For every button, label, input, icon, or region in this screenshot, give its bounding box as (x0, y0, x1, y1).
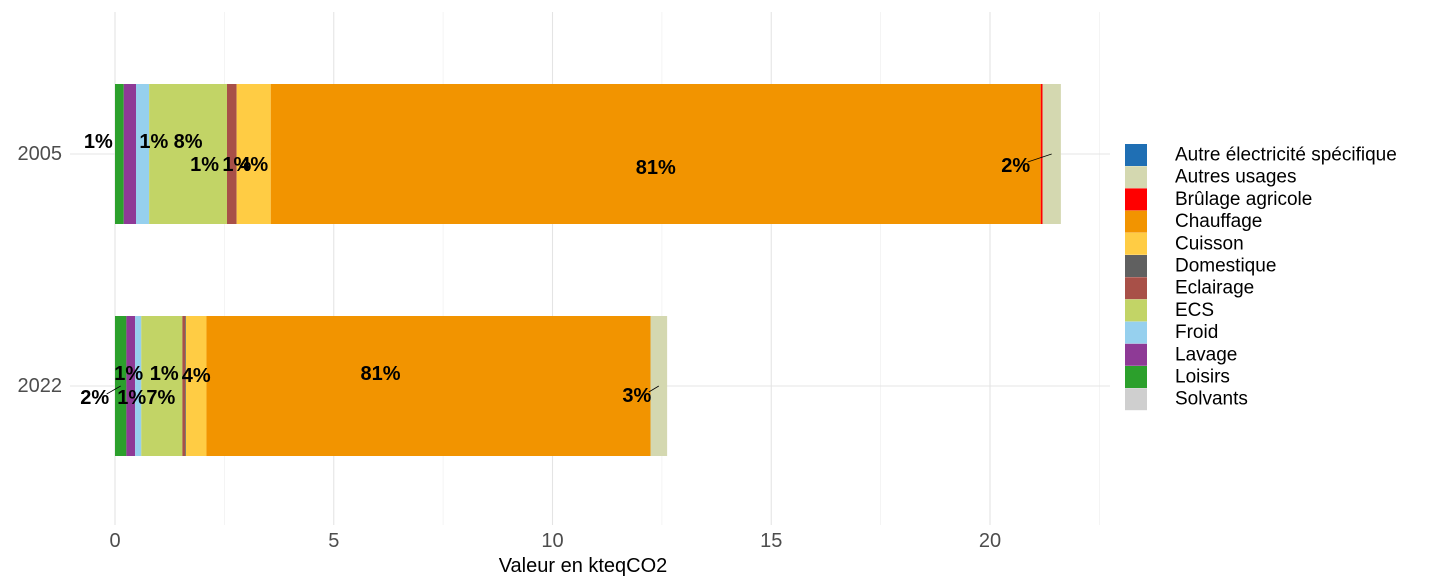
legend-swatch (1125, 188, 1147, 210)
bar-segment (124, 84, 136, 224)
bar-segment (141, 316, 182, 456)
data-label: 4% (182, 365, 211, 387)
legend-label: Chauffage (1175, 211, 1262, 232)
legend-swatch (1125, 255, 1147, 277)
data-label: 1% (114, 363, 143, 385)
data-label: 1% (190, 154, 219, 176)
legend-swatch (1125, 388, 1147, 410)
x-tick-label: 5 (328, 530, 339, 552)
legend-label: Cuisson (1175, 233, 1244, 254)
bar-segment (115, 84, 124, 224)
bars (115, 84, 1061, 456)
bar-segment (136, 84, 149, 224)
data-label: 1% (139, 131, 168, 153)
legend-swatch (1125, 344, 1147, 366)
legend-label: Lavage (1175, 344, 1237, 365)
legend-swatch (1125, 366, 1147, 388)
data-label: 2% (80, 387, 109, 409)
data-label: 1% (117, 387, 146, 409)
data-label: 7% (146, 387, 175, 409)
x-axis-title: Valeur en kteqCO2 (499, 555, 668, 577)
legend-swatch (1125, 166, 1147, 188)
data-label: 1% (150, 363, 179, 385)
legend-label: Autre électricité spécifique (1175, 145, 1397, 166)
data-label: 2% (1001, 155, 1030, 177)
x-tick-label: 20 (979, 530, 1001, 552)
legend-swatch (1125, 233, 1147, 255)
legend-swatch (1125, 211, 1147, 233)
legend-swatch (1125, 299, 1147, 321)
x-tick-label: 10 (541, 530, 563, 552)
x-tick-label: 15 (760, 530, 782, 552)
data-label: 3% (622, 385, 651, 407)
data-label: 4% (239, 154, 268, 176)
bar-segment (126, 316, 135, 456)
legend-label: ECS (1175, 300, 1214, 321)
legend-label: Loisirs (1175, 367, 1230, 388)
legend-label: Brûlage agricole (1175, 189, 1312, 210)
data-label: 81% (636, 157, 676, 179)
x-axis: 0 5 10 15 20 (109, 530, 1001, 552)
data-label: 1% (84, 131, 113, 153)
y-tick-label: 2005 (18, 143, 63, 165)
legend-label: Solvants (1175, 389, 1248, 410)
bar-segment (135, 316, 141, 456)
data-label: 8% (174, 131, 203, 153)
y-axis: 2005 2022 (18, 143, 63, 397)
y-tick-label: 2022 (18, 375, 63, 397)
x-tick-label: 0 (109, 530, 120, 552)
legend-label: Eclairage (1175, 278, 1254, 299)
legend-swatch (1125, 277, 1147, 299)
bar-segment (206, 316, 650, 456)
legend-swatch (1125, 322, 1147, 344)
legend-label: Domestique (1175, 256, 1276, 277)
legend-label: Autres usages (1175, 167, 1296, 188)
legend-swatch (1125, 144, 1147, 166)
data-label: 81% (360, 363, 400, 385)
bar-segment (1041, 84, 1043, 224)
legend-label: Froid (1175, 322, 1218, 343)
bar-segment (271, 84, 1041, 224)
